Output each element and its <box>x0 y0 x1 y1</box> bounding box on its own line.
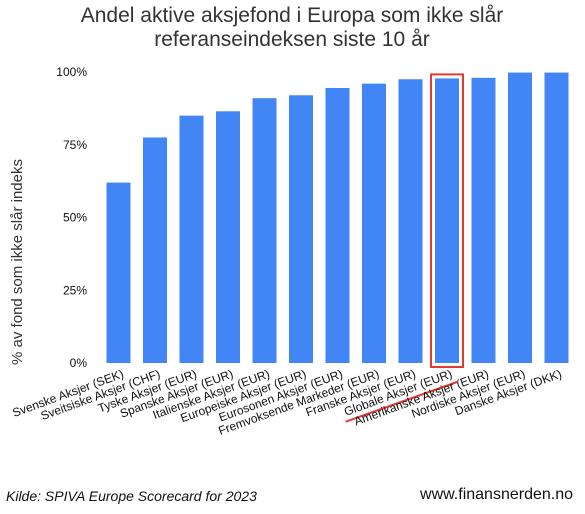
bar <box>435 78 459 363</box>
bar <box>179 115 204 364</box>
source-note: Kilde: SPIVA Europe Scorecard for 2023 <box>6 488 257 504</box>
bar <box>106 182 131 363</box>
bar <box>325 88 350 363</box>
bar <box>362 83 386 363</box>
chart-title-line-2: referanseindeksen siste 10 år <box>154 28 430 51</box>
bar <box>544 72 569 363</box>
bars <box>106 72 569 364</box>
bar <box>216 111 240 363</box>
y-tick-label: 100% <box>56 65 87 79</box>
y-tick-label: 50% <box>63 211 87 225</box>
bar <box>252 98 277 363</box>
bar <box>398 79 423 364</box>
y-tick-label: 75% <box>63 138 87 152</box>
chart-title: Andel aktive aksjefond i Europa som ikke… <box>81 4 504 51</box>
chart-title-line-1: Andel aktive aksjefond i Europa som ikke… <box>81 4 504 27</box>
highlight-box <box>430 73 464 368</box>
bar <box>289 95 313 363</box>
highlight-underline <box>345 381 458 423</box>
highlight-annotation <box>345 73 464 423</box>
y-axis-ticks: 0% 25% 50% 75% 100% <box>56 65 87 370</box>
website-credit: www.finansnerden.no <box>420 486 573 503</box>
bar <box>471 77 496 363</box>
y-tick-label: 0% <box>70 356 88 370</box>
bar <box>508 72 532 363</box>
x-axis-labels: Svenske Aksjer (SEK)Sveitsiske Aksjer (C… <box>10 367 563 438</box>
y-tick-label: 25% <box>63 283 87 297</box>
bar <box>143 137 167 363</box>
y-axis-label: % av fond som ikke slår indeks <box>9 159 26 365</box>
